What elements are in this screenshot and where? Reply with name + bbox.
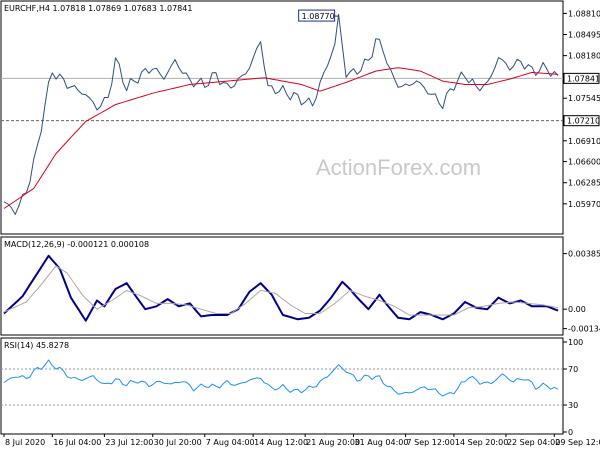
peak-tag-label: 1.08770 xyxy=(302,12,335,21)
x-tick-label: 22 Sep 04:00 xyxy=(507,438,560,447)
price-y-tick-label: 1.07545 xyxy=(568,94,600,103)
ma-series-line xyxy=(3,67,559,209)
price-y-tick-label: 1.06600 xyxy=(568,158,600,167)
price-y-tick-label: 1.06910 xyxy=(568,137,600,146)
price-y-axis: 1.08810 1.08495 1.08180 1.07545 1.06910 1.066… xyxy=(563,9,600,209)
x-tick-label: 16 Jul 04:00 xyxy=(53,438,101,447)
macd-panel-title: MACD(12,26,9) -0.000121 0.000108 xyxy=(4,240,149,249)
x-tick-label: 23 Jul 12:00 xyxy=(105,438,153,447)
rsi-series-line xyxy=(3,359,559,397)
x-tick-label: 30 Jul 20:00 xyxy=(154,438,202,447)
price-grid-levels xyxy=(1,77,563,122)
price-y-tick-label: 1.08180 xyxy=(568,52,600,61)
price-y-tick-label: 1.08495 xyxy=(568,31,600,40)
macd-y-axis: 0.00385 0.00 -0.001348 xyxy=(563,250,600,334)
rsi-y-tick-label: 0 xyxy=(568,428,573,437)
peak-tag-box xyxy=(298,9,336,22)
x-tick-label: 14 Sep 20:00 xyxy=(455,438,508,447)
x-tick-label: 8 Jul 2020 xyxy=(5,438,45,447)
rsi-series xyxy=(1,359,563,406)
macd-panel-frame xyxy=(0,236,564,336)
price-y-tick-label: 1.08810 xyxy=(568,9,600,18)
price-y-tick-label: 1.05970 xyxy=(568,200,600,209)
rsi-panel-frame xyxy=(0,337,564,435)
macd-y-tick-label: 0.00385 xyxy=(568,250,600,259)
support-price-label-box xyxy=(563,115,600,127)
signal-series-line xyxy=(3,265,559,316)
rsi-y-tick-label: 30 xyxy=(568,401,578,410)
x-axis: 8 Jul 2020 16 Jul 04:00 23 Jul 12:00 30 Jul… xyxy=(3,434,600,447)
price-y-tick-label: 1.06285 xyxy=(568,179,600,188)
price-panel-title: EURCHF,H4 1.07818 1.07869 1.07683 1.0784… xyxy=(4,4,192,13)
macd-series-line xyxy=(3,254,559,322)
x-tick-label: 31 Aug 04:00 xyxy=(355,438,409,447)
rsi-panel: RSI(14) 45.8278 100 70 30 0 xyxy=(0,337,583,437)
current-price-label-box xyxy=(563,72,600,84)
rsi-panel-title: RSI(14) 45.8278 xyxy=(4,341,69,350)
watermark: ActionForex.com xyxy=(316,155,481,180)
price-series-line xyxy=(3,14,559,215)
rsi-y-axis: 100 70 30 0 xyxy=(563,338,583,437)
x-tick-label: 14 Aug 12:00 xyxy=(254,438,308,447)
macd-y-tick-label: -0.001348 xyxy=(568,325,600,334)
macd-y-tick-label: 0.00 xyxy=(568,305,586,314)
x-tick-label: 7 Aug 04:00 xyxy=(206,438,255,447)
rsi-y-tick-label: 70 xyxy=(568,365,578,374)
price-panel: ActionForex.com EURCHF,H4 1.07818 1.0786… xyxy=(0,0,600,235)
peak-tag: 1.08770 xyxy=(298,9,339,22)
price-panel-frame xyxy=(0,0,564,235)
macd-series xyxy=(3,254,559,322)
current-price-label: 1.07841 xyxy=(567,74,600,83)
price-series xyxy=(3,14,559,215)
x-tick-label: 7 Sep 12:00 xyxy=(407,438,455,447)
support-price-label: 1.07210 xyxy=(567,117,600,126)
macd-panel: MACD(12,26,9) -0.000121 0.000108 0.00385… xyxy=(0,236,600,336)
x-tick-label: 29 Sep 12:00 xyxy=(555,438,600,447)
rsi-y-tick-label: 100 xyxy=(568,338,583,347)
x-tick-label: 21 Aug 20:00 xyxy=(306,438,360,447)
